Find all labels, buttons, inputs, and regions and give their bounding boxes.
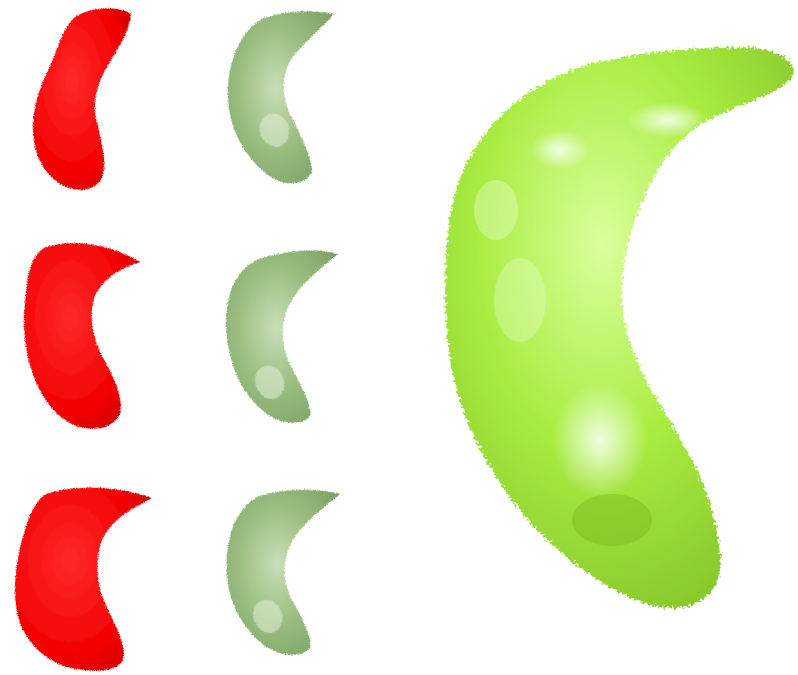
- red-shape-1: [33, 8, 131, 190]
- red-shape-3: [15, 487, 153, 671]
- lime-large-shape: [445, 47, 794, 608]
- olive-shape-1: [227, 11, 334, 184]
- olive-shape-2: [226, 250, 338, 423]
- red-shape-2: [24, 243, 140, 429]
- olive-shape-3: [226, 489, 340, 655]
